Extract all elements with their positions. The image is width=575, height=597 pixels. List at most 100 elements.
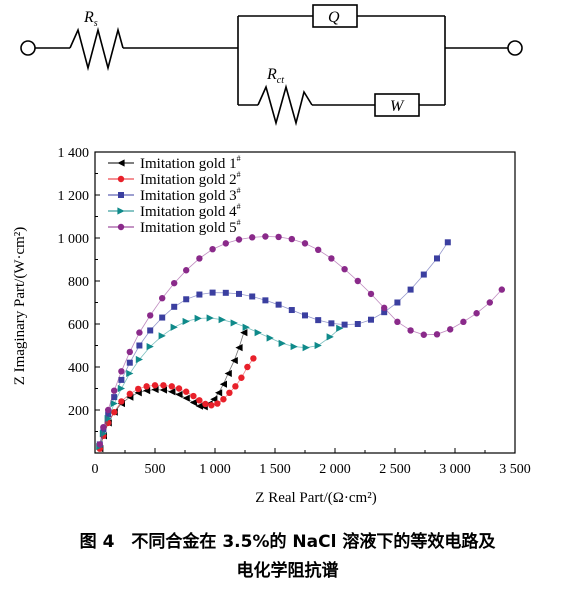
data-point xyxy=(288,307,295,314)
data-point xyxy=(171,303,178,310)
data-point xyxy=(182,317,190,326)
data-point xyxy=(160,382,167,389)
data-point xyxy=(473,310,480,317)
caption-line-1: 图 4 不同合金在 3.5%的 NaCl 溶液下的等效电路及 xyxy=(79,532,496,552)
data-point xyxy=(254,329,262,337)
x-tick-label: 1 500 xyxy=(259,462,291,477)
data-point xyxy=(168,388,176,396)
data-point xyxy=(118,398,125,405)
data-point xyxy=(215,389,223,397)
rs-label: Rs xyxy=(83,9,98,29)
data-point xyxy=(182,394,190,402)
data-point xyxy=(147,327,154,334)
legend-sup: # xyxy=(237,170,241,179)
data-point xyxy=(314,341,322,350)
legend: Imitation gold 1#Imitation gold 2#Imitat… xyxy=(108,154,241,236)
data-point xyxy=(143,383,150,390)
x-tick-label: 0 xyxy=(92,462,99,477)
data-point xyxy=(328,255,335,262)
tick-labels: 0 500 1 000 1 500 2 000 2 500 3 000 3 500 200 400… xyxy=(58,146,531,477)
resistor-rs xyxy=(69,26,124,72)
data-point xyxy=(194,314,202,323)
data-point xyxy=(111,408,118,416)
data-point xyxy=(105,406,112,414)
data-point xyxy=(159,295,166,302)
data-point xyxy=(278,339,286,347)
data-point xyxy=(288,235,295,243)
data-point xyxy=(126,369,134,378)
legend-label-4: Imitation gold 4# xyxy=(140,202,241,220)
data-point xyxy=(135,385,142,393)
data-point xyxy=(230,319,238,327)
right-terminal xyxy=(507,40,523,56)
data-point xyxy=(136,342,143,349)
data-point xyxy=(183,296,190,303)
data-point xyxy=(117,384,125,393)
data-point xyxy=(407,327,414,334)
series-3 xyxy=(96,239,451,448)
series-line xyxy=(99,317,341,447)
data-point xyxy=(242,323,250,331)
data-point xyxy=(444,239,451,246)
y-tick-label: 400 xyxy=(68,361,89,376)
data-point xyxy=(235,344,243,352)
data-point xyxy=(209,245,216,253)
data-point xyxy=(226,389,233,396)
data-point xyxy=(341,321,348,328)
data-point xyxy=(230,356,238,365)
data-point xyxy=(196,397,203,404)
legend-marker xyxy=(117,175,125,183)
data-point xyxy=(302,344,310,352)
legend-marker xyxy=(117,159,125,167)
data-point xyxy=(118,376,125,383)
data-point xyxy=(220,396,227,403)
data-point xyxy=(126,359,133,366)
data-point xyxy=(222,240,229,247)
data-point xyxy=(381,304,388,312)
legend-marker xyxy=(117,207,125,215)
data-point xyxy=(407,286,414,293)
nyquist-chart: 0 500 1 000 1 500 2 000 2 500 3 000 3 500 200 400… xyxy=(12,146,531,506)
data-point xyxy=(170,323,178,331)
data-point xyxy=(486,299,493,306)
data-point xyxy=(262,233,269,240)
x-axis-label: Z Real Part/(Ω·cm²) xyxy=(255,490,376,506)
series-line xyxy=(99,242,449,445)
data-point xyxy=(135,355,143,364)
data-point xyxy=(110,399,118,408)
data-point xyxy=(420,271,427,278)
data-point xyxy=(206,314,214,322)
data-point xyxy=(315,317,322,324)
left-terminal xyxy=(20,40,36,56)
data-point xyxy=(249,234,256,241)
data-point xyxy=(111,387,118,394)
data-point xyxy=(196,291,203,298)
data-point xyxy=(266,334,274,342)
data-point xyxy=(336,324,344,332)
series-line xyxy=(99,236,503,445)
legend-marker xyxy=(118,192,124,198)
w-label: W xyxy=(390,98,405,115)
data-point xyxy=(159,314,166,321)
data-point xyxy=(341,265,348,273)
data-point xyxy=(433,331,441,338)
series-4 xyxy=(96,314,344,451)
legend-sup: # xyxy=(237,202,241,211)
series-5 xyxy=(96,233,505,448)
y-tick-label: 1 000 xyxy=(58,232,90,247)
data-point xyxy=(171,279,178,287)
data-point xyxy=(447,326,454,333)
data-point xyxy=(238,374,245,381)
data-point xyxy=(394,299,401,306)
data-point xyxy=(249,293,256,300)
data-point xyxy=(195,402,203,410)
x-tick-label: 1 000 xyxy=(199,462,231,477)
data-point xyxy=(302,312,308,319)
data-point xyxy=(244,363,251,371)
data-point xyxy=(111,394,118,401)
data-point xyxy=(147,312,154,319)
data-point xyxy=(190,392,197,400)
data-point xyxy=(224,369,232,378)
rct-label: Rct xyxy=(266,66,284,86)
caption-line-2: 电化学阻抗谱 xyxy=(236,561,339,581)
